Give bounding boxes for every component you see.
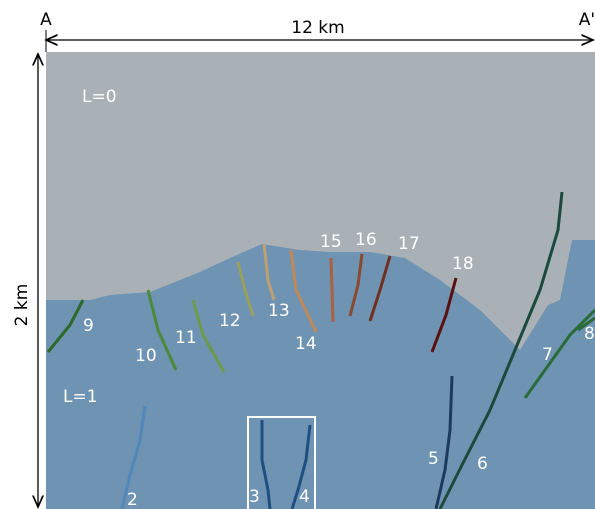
fault-label: 2 (127, 490, 138, 509)
fault-label: 17 (398, 234, 420, 254)
depth-label: 2 km (12, 284, 32, 327)
fault-label: 7 (542, 345, 553, 365)
fault-label: 16 (355, 230, 377, 250)
fault-label: 10 (135, 346, 157, 366)
end-label: A (40, 10, 52, 30)
fault-label: 12 (219, 311, 241, 331)
fault-label: 9 (83, 316, 94, 336)
fault-label: 11 (175, 328, 197, 348)
fault-label: 5 (428, 449, 439, 469)
fault-label: 4 (299, 487, 310, 507)
cross-section: A A' 12 km 2 km L=0 L=1 2 3 4 5 6 7 8 9 … (0, 0, 595, 509)
fault-label: 18 (452, 254, 474, 274)
fault-label: 8 (584, 324, 595, 344)
fault-label: 14 (295, 334, 317, 354)
fault-15 (331, 258, 333, 322)
layer-label: L=0 (82, 87, 117, 107)
fault-label: 15 (320, 232, 342, 252)
end-label: A' (579, 10, 595, 30)
fault-label: 6 (477, 454, 488, 474)
width-label: 12 km (291, 18, 344, 38)
fault-label: 3 (249, 487, 260, 507)
fault-label: 13 (268, 301, 290, 321)
layer-label: L=1 (63, 387, 98, 407)
